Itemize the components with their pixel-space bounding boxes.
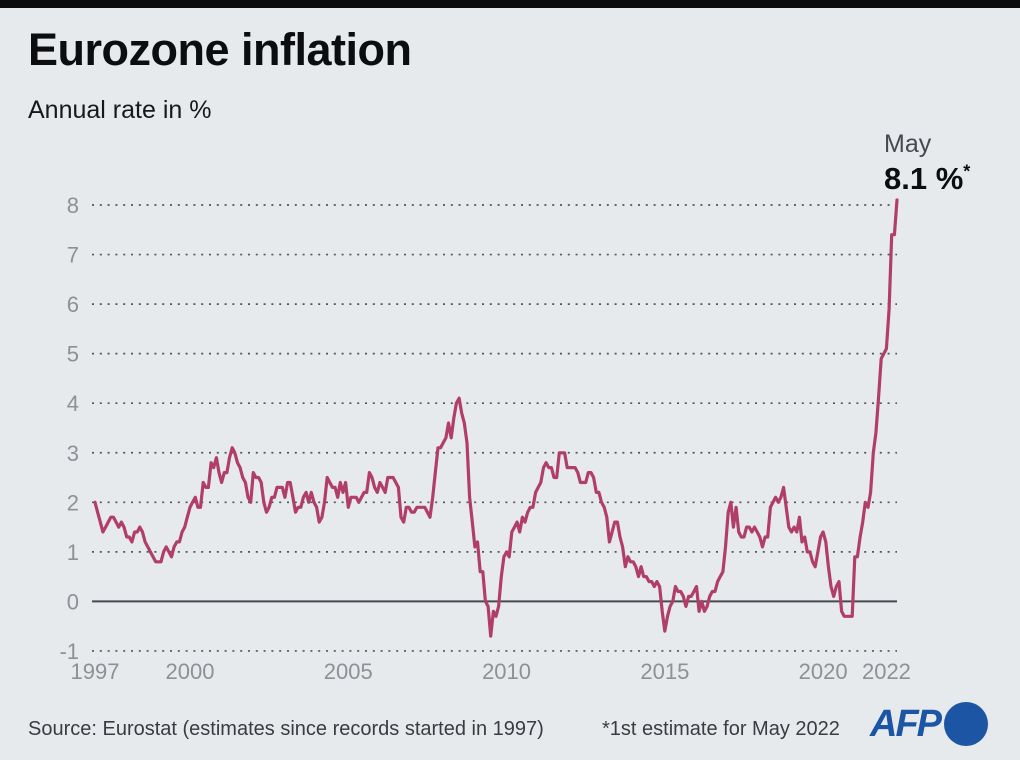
x-tick-label: 2015 (640, 659, 689, 684)
x-tick-label: 2022 (862, 659, 911, 684)
y-tick-label: 7 (67, 243, 79, 268)
peak-annotation-month: May (884, 130, 932, 158)
afp-logo: AFP (870, 702, 988, 746)
y-tick-label: 1 (67, 540, 79, 565)
y-tick-label: -1 (59, 639, 79, 664)
footnote-asterisk: * (963, 162, 971, 182)
y-tick-label: 5 (67, 342, 79, 367)
x-tick-label: 2010 (482, 659, 531, 684)
inflation-line (93, 198, 899, 638)
y-tick-label: 0 (67, 589, 79, 614)
x-tick-label: 2020 (799, 659, 848, 684)
afp-logo-text: AFP (870, 702, 942, 745)
afp-logo-circle-icon (944, 702, 988, 746)
chart-subtitle: Annual rate in % (28, 96, 212, 124)
peak-annotation-value: 8.1 %* (884, 161, 971, 197)
y-tick-label: 8 (67, 193, 79, 218)
y-tick-label: 4 (67, 391, 79, 416)
peak-annotation: May 8.1 %* (884, 130, 971, 197)
source-text: Source: Eurostat (estimates since record… (28, 718, 544, 740)
x-tick-label: 1997 (71, 659, 120, 684)
y-tick-label: 3 (67, 441, 79, 466)
x-tick-label: 2005 (324, 659, 373, 684)
footnote-text: *1st estimate for May 2022 (602, 718, 840, 740)
x-tick-label: 2000 (165, 659, 214, 684)
page-title: Eurozone inflation (28, 24, 412, 75)
top-accent-bar (0, 0, 1020, 8)
y-tick-label: 2 (67, 490, 79, 515)
y-tick-label: 6 (67, 292, 79, 317)
